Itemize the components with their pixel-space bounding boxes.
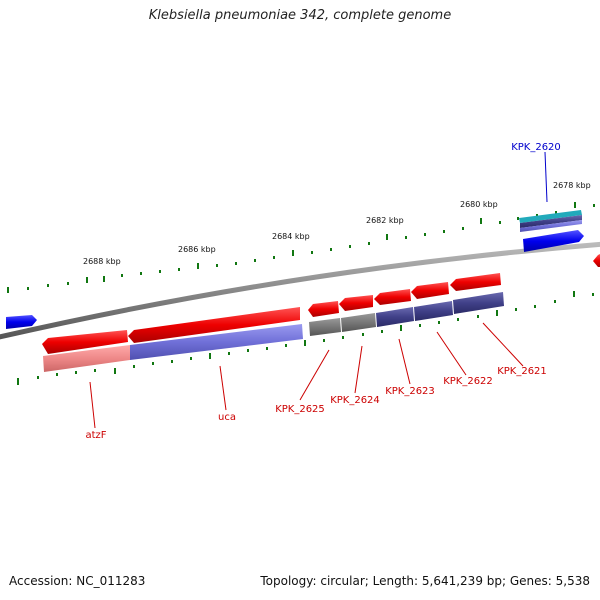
tick-label: 2678 kbp — [553, 181, 591, 190]
outer-tick-ring — [7, 202, 595, 293]
map-title: Klebsiella pneumoniae 342, complete geno… — [148, 8, 452, 23]
cog-bar-atzf — [43, 345, 130, 372]
cog-bar-kpk-2625 — [309, 318, 341, 336]
accession-text: Accession: NC_011283 — [9, 574, 146, 588]
gene-label-uca[interactable]: uca — [218, 412, 236, 423]
tick-label: 2682 kbp — [366, 216, 404, 225]
reverse-cds-arrow-uca[interactable] — [128, 307, 300, 343]
tick-label: 2684 kbp — [272, 232, 310, 241]
reverse-cds-arrow[interactable] — [593, 254, 600, 267]
cog-bar-kpk-2621 — [453, 292, 504, 314]
cog-bar-kpk-2624 — [341, 313, 376, 332]
leader-line — [89, 381, 96, 429]
gene-label-kpk-2625[interactable]: KPK_2625 — [275, 404, 325, 415]
leader-line — [482, 322, 524, 367]
gene-label-kpk-2621[interactable]: KPK_2621 — [497, 366, 547, 377]
forward-cds-arrow-kpk-2620[interactable] — [523, 230, 584, 252]
reverse-cds-arrow-kpk-2621[interactable] — [450, 273, 501, 291]
forward-cds-arrow[interactable] — [6, 315, 37, 329]
reverse-cds-arrow-kpk-2624[interactable] — [339, 295, 373, 311]
reverse-cds-arrow-kpk-2625[interactable] — [308, 301, 339, 317]
leader-line — [219, 365, 227, 411]
gene-label-atzf[interactable]: atzF — [85, 430, 106, 441]
leader-line — [544, 151, 548, 203]
cog-bar — [520, 220, 582, 232]
tick-label: 2686 kbp — [178, 245, 216, 254]
reverse-cds-arrow-kpk-2622[interactable] — [411, 282, 449, 299]
leader-line — [354, 345, 363, 394]
leader-line — [436, 331, 467, 376]
cog-bar-kpk-2623 — [376, 307, 414, 327]
gene-label-kpk-2620[interactable]: KPK_2620 — [511, 142, 561, 153]
gene-label-kpk-2623[interactable]: KPK_2623 — [385, 386, 435, 397]
reverse-cds-arrow-atzf[interactable] — [42, 330, 128, 354]
leader-line — [299, 349, 330, 401]
cog-bar-uca — [130, 324, 303, 360]
gene-label-kpk-2622[interactable]: KPK_2622 — [443, 376, 493, 387]
tick-label: 2688 kbp — [83, 257, 121, 266]
leader-line — [398, 338, 411, 385]
cog-bar — [519, 210, 582, 223]
tick-label: 2680 kbp — [460, 200, 498, 209]
inner-tick-ring — [17, 291, 594, 385]
genome-summary-text: Topology: circular; Length: 5,641,239 bp… — [260, 574, 590, 588]
cog-bar-kpk-2622 — [414, 301, 453, 321]
genome-backbone — [0, 241, 600, 340]
reverse-cds-arrow-kpk-2623[interactable] — [374, 289, 411, 305]
gene-label-kpk-2624[interactable]: KPK_2624 — [330, 395, 380, 406]
cog-bar — [520, 215, 582, 228]
